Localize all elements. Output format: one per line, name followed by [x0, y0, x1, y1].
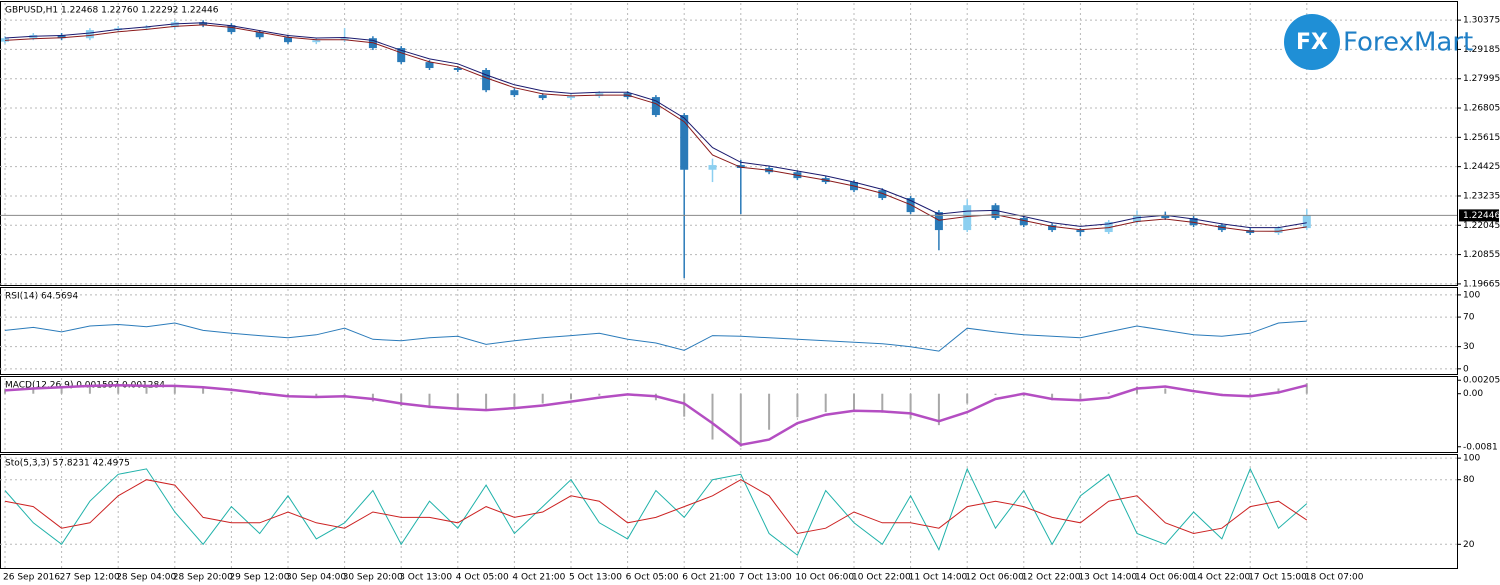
candle-body — [1274, 228, 1283, 234]
y-tick-label: -0.0081 — [1463, 442, 1498, 452]
x-tick-label: 27 Sep 12:00 — [60, 573, 120, 583]
logo-circle — [1284, 14, 1340, 70]
indicator-line — [4, 383, 1308, 447]
y-tick-label: 1.23235 — [1463, 191, 1500, 201]
indicator-line — [4, 22, 1307, 229]
candle-body — [170, 22, 179, 28]
y-tick-label: 0 — [1463, 364, 1469, 374]
candle-body — [963, 205, 972, 231]
candle-body — [708, 165, 717, 170]
logo-mark: FX — [1296, 30, 1328, 55]
x-tick-label: 18 Oct 07:00 — [1305, 573, 1364, 583]
candle-body — [651, 97, 660, 116]
candle-body — [1076, 230, 1085, 233]
y-tick-label: 80 — [1463, 475, 1475, 485]
candle-body — [397, 48, 406, 63]
x-tick-label: 10 Oct 22:00 — [852, 573, 911, 583]
candle-body — [57, 35, 66, 39]
x-tick-label: 14 Oct 06:00 — [1135, 573, 1194, 583]
logo: FX ForexMart — [1284, 14, 1473, 70]
y-tick-label: 1.25615 — [1463, 133, 1500, 143]
candle-body — [482, 69, 491, 91]
candle-body — [1104, 221, 1113, 233]
x-tick-label: 7 Oct 13:00 — [739, 573, 792, 583]
candle-body — [85, 30, 94, 39]
x-tick-label: 14 Oct 22:00 — [1192, 573, 1251, 583]
candle-body — [680, 115, 689, 170]
candle-body — [991, 205, 1000, 219]
candle-body — [1189, 218, 1198, 226]
y-tick-label: 100 — [1463, 290, 1480, 300]
candle-body — [934, 212, 943, 231]
x-tick-label: 12 Oct 22:00 — [1022, 573, 1081, 583]
logo-name: ForexMart — [1343, 28, 1473, 58]
candle-body — [1161, 215, 1170, 219]
candle-body — [453, 68, 462, 70]
candle-body — [1019, 218, 1028, 226]
y-tick-label: 1.29185 — [1463, 45, 1500, 55]
x-tick-label: 28 Sep 04:00 — [116, 573, 176, 583]
y-tick-label: 0.00 — [1463, 389, 1483, 399]
indicator-line — [4, 479, 1308, 535]
x-tick-label: 6 Oct 21:00 — [682, 573, 735, 583]
candle-body — [255, 32, 264, 38]
y-tick-label: 1.19665 — [1463, 279, 1500, 289]
x-tick-label: 10 Oct 06:00 — [795, 573, 854, 583]
x-tick-label: 29 Sep 12:00 — [229, 573, 289, 583]
y-tick-label: 0.002059 — [1463, 376, 1500, 386]
y-tick-label: 1.20855 — [1463, 250, 1500, 260]
panel-frame — [0, 454, 1458, 569]
y-tick-label: 70 — [1463, 313, 1475, 323]
y-tick-label: 1.27995 — [1463, 74, 1500, 84]
panel-title: GBPUSD,H1 1.22468 1.22760 1.22292 1.2244… — [5, 6, 219, 16]
candle-body — [142, 27, 151, 29]
candle-body — [1302, 215, 1311, 229]
candle-body — [878, 190, 887, 199]
candle-body — [425, 62, 434, 69]
candle-body — [567, 96, 575, 99]
y-tick-label: 1.30375 — [1463, 16, 1500, 26]
y-tick-label: 1.22045 — [1463, 221, 1500, 231]
panel-title: RSI(14) 64.5694 — [5, 292, 78, 302]
x-tick-label: 3 Oct 13:00 — [399, 573, 452, 583]
indicator-line — [4, 467, 1308, 556]
x-tick-label: 5 Oct 13:00 — [569, 573, 622, 583]
y-tick-label: 1.26805 — [1463, 104, 1500, 114]
x-tick-label: 6 Oct 05:00 — [626, 573, 679, 583]
x-tick-label: 4 Oct 21:00 — [512, 573, 565, 583]
y-tick-label: 100 — [1463, 454, 1480, 464]
x-tick-label: 11 Oct 14:00 — [909, 573, 968, 583]
candle-body — [227, 25, 236, 33]
candle-body — [510, 90, 519, 96]
panel-frame — [0, 287, 1458, 375]
y-tick-label: 30 — [1463, 342, 1475, 352]
candle-body — [284, 37, 292, 43]
candle-body — [312, 40, 321, 43]
current-price-label: 1.22446 — [1463, 211, 1500, 221]
indicator-line — [4, 320, 1307, 352]
panel-frame — [0, 376, 1458, 453]
x-tick-label: 28 Sep 20:00 — [173, 573, 233, 583]
y-tick-label: 20 — [1463, 540, 1475, 550]
x-tick-label: 26 Sep 2016 — [3, 573, 60, 583]
candle-body — [538, 95, 547, 99]
x-tick-label: 30 Sep 04:00 — [286, 573, 346, 583]
x-tick-label: 30 Sep 20:00 — [343, 573, 403, 583]
panel-title: Sto(5,3,3) 57.8231 42.4975 — [5, 459, 130, 469]
indicator-line — [4, 24, 1307, 232]
current-price-box — [1459, 209, 1499, 222]
x-tick-label: 17 Oct 15:00 — [1248, 573, 1307, 583]
candle-body — [736, 165, 745, 169]
panel-frame — [0, 1, 1458, 286]
candle-body — [1133, 215, 1141, 222]
x-tick-label: 12 Oct 06:00 — [965, 573, 1024, 583]
y-tick-label: 1.24425 — [1463, 162, 1500, 172]
candle-body — [199, 22, 208, 26]
candle-body — [1048, 225, 1057, 231]
x-tick-label: 13 Oct 14:00 — [1078, 573, 1137, 583]
x-tick-label: 4 Oct 05:00 — [456, 573, 509, 583]
